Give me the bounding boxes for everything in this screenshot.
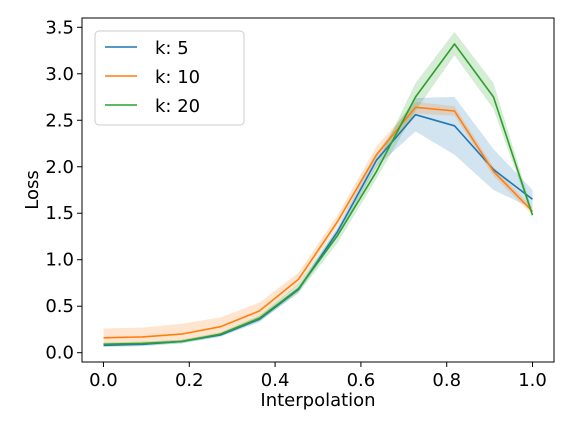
y-tick-label: 0.0 [45,343,74,364]
y-tick-label: 0.5 [45,296,74,317]
x-tick-label: 0.8 [432,370,461,391]
series-lines [103,43,534,347]
y-tick-label: 2.0 [45,157,74,178]
plot-frame [81,17,555,363]
y-tick-label: 3.5 [45,17,74,38]
legend: k: 5 k: 10 k: 20 [94,30,245,126]
legend-label-3: k: 20 [155,96,200,117]
y-tick-label: 1.5 [45,203,74,224]
y-axis-ticks: 0.0 0.5 1.0 1.5 2.0 2.5 3.0 3.5 [45,17,82,364]
x-tick-label: 0.0 [89,370,118,391]
x-axis-label: Interpolation [260,390,375,411]
legend-label-2: k: 10 [155,67,200,88]
y-tick-label: 3.0 [45,64,74,85]
series-line-2 [103,106,534,339]
x-axis-ticks: 0.0 0.2 0.4 0.6 0.8 1.0 [89,362,547,391]
y-axis-label: Loss [22,170,43,209]
series-line-3 [103,43,534,346]
x-tick-label: 1.0 [518,370,547,391]
x-tick-label: 0.6 [347,370,376,391]
legend-label-1: k: 5 [155,38,189,59]
y-tick-label: 1.0 [45,250,74,271]
legend-box [94,30,245,126]
x-tick-label: 0.4 [261,370,290,391]
y-tick-label: 2.5 [45,110,74,131]
x-tick-label: 0.2 [175,370,204,391]
